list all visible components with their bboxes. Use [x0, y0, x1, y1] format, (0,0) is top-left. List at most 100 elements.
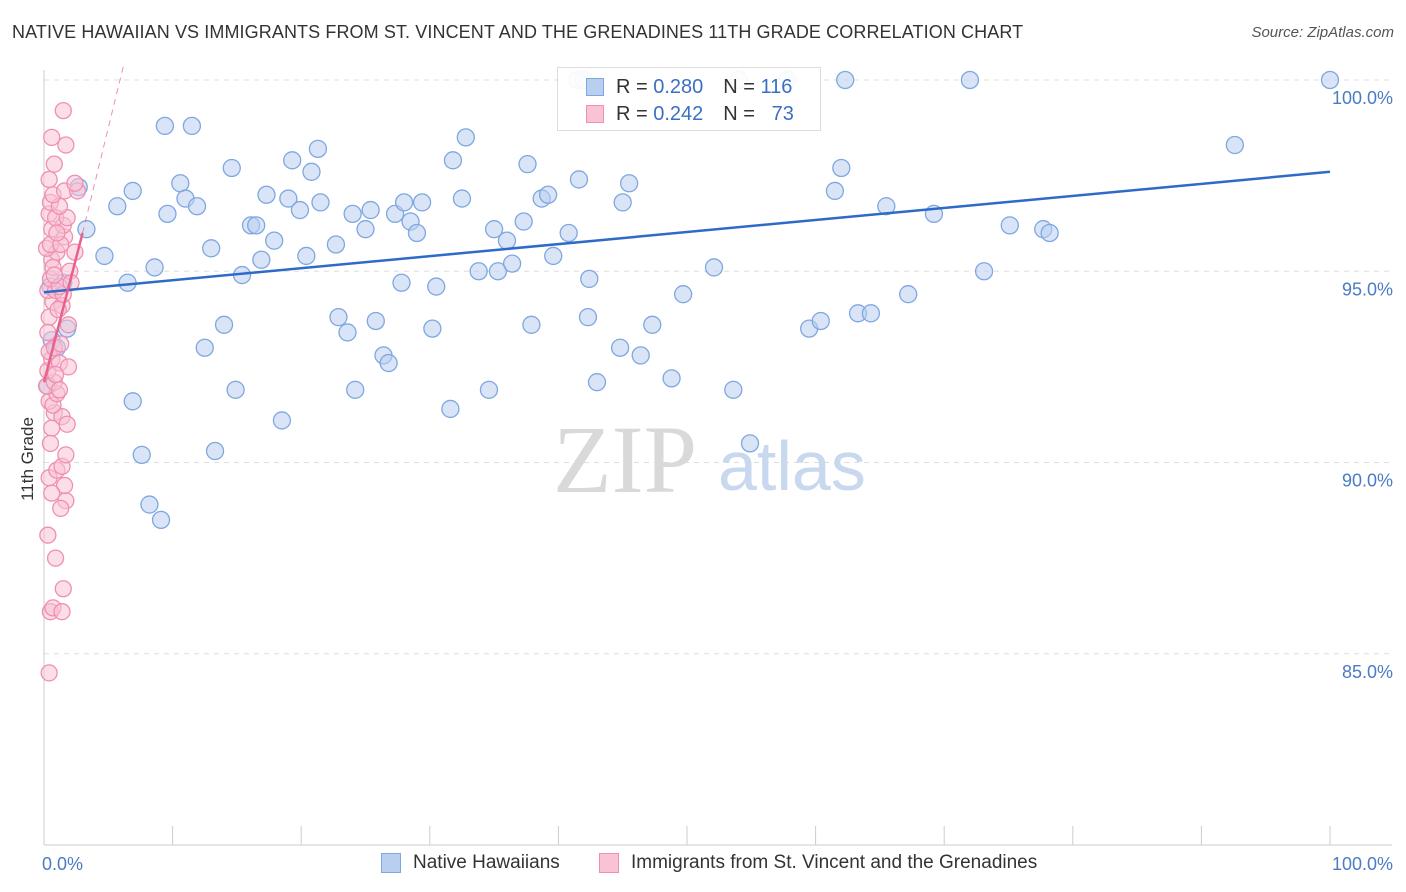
point-native-hawaiian — [257, 185, 276, 204]
trend-line-immigrants-extension — [82, 64, 125, 234]
series-swatch-blue — [381, 853, 401, 873]
point-immigrant — [50, 381, 69, 399]
point-native-hawaiian — [356, 220, 375, 239]
point-immigrant — [39, 323, 57, 342]
point-native-hawaiian — [346, 380, 365, 399]
point-native-hawaiian — [182, 116, 202, 136]
point-native-hawaiian — [343, 204, 362, 224]
point-native-hawaiian — [272, 411, 292, 430]
point-native-hawaiian — [740, 434, 760, 453]
legend-n-label: N = — [723, 75, 755, 98]
point-native-hawaiian — [140, 495, 159, 514]
legend-n-value: 73 — [771, 102, 794, 125]
series-legend-native-hawaiians[interactable]: Native Hawaiians — [381, 852, 560, 874]
point-native-hawaiian — [832, 158, 851, 178]
point-immigrant — [41, 434, 60, 453]
point-native-hawaiian — [610, 338, 630, 357]
point-immigrant — [59, 358, 78, 376]
point-native-hawaiian — [123, 181, 142, 201]
x-tick-labels: 0.0% 100.0% — [42, 854, 1393, 874]
point-native-hawaiian — [308, 139, 328, 159]
point-native-hawaiian — [479, 380, 499, 399]
point-native-hawaiian — [290, 200, 310, 220]
point-native-hawaiian — [427, 277, 446, 296]
point-native-hawaiian — [95, 246, 114, 266]
watermark-atlas: atlas — [718, 427, 866, 505]
axes — [43, 70, 1392, 846]
legend-n-value: 116 — [760, 75, 793, 98]
point-native-hawaiian — [569, 170, 589, 189]
y-tick-labels: 85.0% 90.0% 95.0% 100.0% — [1332, 88, 1393, 682]
point-native-hawaiian — [704, 258, 724, 277]
point-native-hawaiian — [423, 319, 442, 338]
legend-row-immigrants: R = 0.242 N = 73 — [558, 100, 794, 128]
point-native-hawaiian — [202, 239, 221, 258]
point-native-hawaiian — [366, 311, 385, 331]
watermark: ZIP atlas — [553, 406, 866, 513]
point-native-hawaiian — [326, 235, 346, 254]
point-immigrant — [54, 101, 72, 120]
point-immigrant — [58, 415, 76, 433]
point-native-hawaiian — [214, 315, 234, 334]
point-native-hawaiian — [724, 380, 743, 399]
point-native-hawaiian — [960, 70, 980, 90]
point-native-hawaiian — [329, 307, 348, 327]
point-immigrant — [43, 484, 61, 502]
point-native-hawaiian — [619, 174, 639, 193]
point-immigrant — [57, 136, 75, 154]
point-native-hawaiian — [108, 197, 127, 216]
point-native-hawaiian — [222, 158, 241, 178]
point-native-hawaiian — [587, 373, 607, 392]
point-native-hawaiian — [825, 181, 845, 201]
point-native-hawaiian — [283, 151, 302, 170]
point-native-hawaiian — [643, 315, 662, 334]
y-axis-label: 11th Grade — [18, 417, 37, 501]
point-native-hawaiian — [522, 315, 541, 334]
point-native-hawaiian — [247, 216, 266, 235]
data-points — [37, 70, 1340, 682]
point-immigrant — [45, 266, 63, 284]
point-native-hawaiian — [132, 445, 151, 465]
point-immigrant — [46, 549, 65, 567]
legend-r-label: R = — [616, 102, 648, 125]
legend-swatch-pink — [586, 105, 604, 123]
y-tick-label: 100.0% — [1332, 88, 1393, 108]
point-native-hawaiian — [974, 262, 994, 281]
point-native-hawaiian — [279, 189, 298, 208]
legend-n-label: N = — [723, 102, 755, 125]
point-native-hawaiian — [836, 70, 855, 90]
point-native-hawaiian — [158, 204, 177, 224]
point-immigrant — [57, 446, 75, 464]
legend-swatch-blue — [586, 78, 604, 96]
point-native-hawaiian — [502, 254, 522, 273]
point-native-hawaiian — [1040, 223, 1059, 243]
point-immigrant — [46, 365, 65, 384]
point-native-hawaiian — [187, 197, 207, 216]
point-native-hawaiian — [559, 223, 578, 243]
series-legend-immigrants[interactable]: Immigrants from St. Vincent and the Gren… — [599, 852, 1037, 874]
trend-line-immigrants — [42, 232, 84, 383]
point-native-hawaiian — [518, 154, 537, 174]
point-native-hawaiian — [77, 220, 96, 239]
point-native-hawaiian — [673, 285, 693, 304]
point-native-hawaiian — [452, 189, 472, 208]
point-native-hawaiian — [578, 307, 598, 327]
point-native-hawaiian — [123, 392, 142, 411]
point-native-hawaiian — [456, 128, 475, 147]
watermark-zip: ZIP — [553, 406, 697, 513]
point-native-hawaiian — [484, 220, 504, 239]
point-native-hawaiian — [544, 246, 563, 266]
point-immigrant — [66, 174, 84, 192]
point-native-hawaiian — [226, 380, 245, 399]
point-native-hawaiian — [302, 162, 321, 181]
point-immigrant — [40, 170, 58, 189]
point-native-hawaiian — [311, 193, 330, 212]
point-native-hawaiian — [469, 262, 488, 281]
point-native-hawaiian — [155, 116, 175, 136]
grid-lines — [44, 79, 1392, 655]
point-native-hawaiian — [811, 311, 830, 331]
point-immigrant — [52, 499, 70, 518]
point-immigrant — [53, 603, 71, 621]
point-native-hawaiian — [361, 200, 380, 220]
